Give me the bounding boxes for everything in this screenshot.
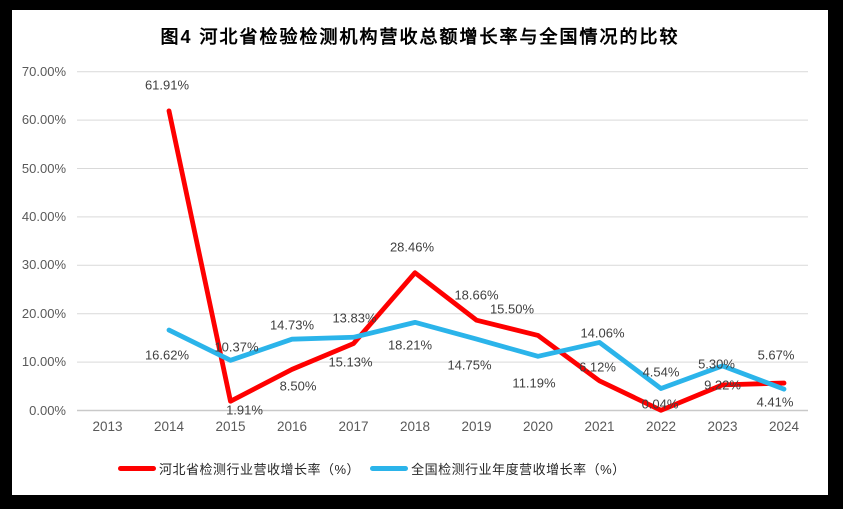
data-label-national-2019: 14.75% (447, 357, 492, 373)
line-chart (77, 71, 808, 413)
y-tick-label: 50.00% (21, 160, 66, 176)
hebei-series-line (166, 108, 787, 413)
x-tick-label: 2013 (92, 419, 123, 434)
y-tick-label: 0.00% (29, 402, 66, 418)
legend-item-national: 全国检测行业年度营收增长率（%） (370, 459, 626, 478)
y-tick-label: 60.00% (21, 112, 66, 128)
national-series-label: 全国检测行业年度营收增长率（%） (411, 462, 626, 477)
data-label-hebei-2018: 28.46% (389, 239, 435, 255)
x-tick-label: 2024 (768, 419, 800, 434)
chart-panel: 图4 河北省检验检测机构营收总额增长率与全国情况的比较 0.00% 10.00% 2… (12, 10, 828, 495)
x-tick-label: 2020 (522, 419, 554, 434)
y-tick-label: 10.00% (21, 354, 66, 370)
national-series-line (166, 319, 787, 392)
y-tick-label: 40.00% (21, 208, 66, 224)
data-label-hebei-2023: 5.30% (698, 356, 735, 372)
national-series-swatch (370, 466, 409, 471)
data-label-national-2014: 16.62% (144, 347, 190, 363)
data-label-national-2017: 15.13% (328, 354, 373, 370)
data-label-hebei-2020: 15.50% (489, 301, 535, 317)
data-label-hebei-2021: 6.12% (579, 359, 616, 375)
x-tick-label: 2014 (153, 419, 185, 434)
data-label-hebei-2019: 18.66% (454, 287, 499, 303)
data-label-national-2015: 10.37% (214, 339, 259, 355)
data-label-national-2018: 18.21% (387, 337, 433, 353)
x-tick-label: 2018 (399, 419, 431, 434)
legend: 河北省检测行业营收增长率（%） 全国检测行业年度营收增长率（%） (118, 459, 626, 478)
x-tick-label: 2022 (645, 419, 677, 434)
data-label-hebei-2024: 5.67% (757, 347, 795, 363)
data-label-national-2022: 4.54% (642, 364, 680, 380)
data-label-hebei-2017: 13.83% (332, 310, 377, 326)
data-label-hebei-2014: 61.91% (144, 77, 190, 93)
chart-title: 图4 河北省检验检测机构营收总额增长率与全国情况的比较 (160, 27, 680, 47)
hebei-series-swatch (118, 466, 156, 471)
y-tick-label: 70.00% (21, 63, 66, 79)
y-tick-label: 20.00% (21, 305, 66, 321)
x-tick-label: 2016 (276, 419, 308, 434)
data-label-hebei-2016: 8.50% (279, 378, 317, 394)
data-label-national-2023: 9.22% (704, 377, 741, 393)
data-label-hebei-2015: 1.91% (226, 402, 263, 418)
x-tick-label: 2019 (461, 419, 492, 434)
data-label-national-2021: 14.06% (580, 325, 625, 341)
x-tick-label: 2023 (707, 419, 738, 434)
x-tick-label: 2021 (584, 419, 615, 434)
data-label-hebei-2022: 0.04% (641, 396, 679, 412)
y-tick-label: 30.00% (21, 257, 66, 273)
data-label-national-2020: 11.19% (512, 375, 556, 391)
legend-item-hebei: 河北省检测行业营收增长率（%） (118, 459, 360, 478)
data-label-national-2016: 14.73% (269, 317, 315, 333)
x-tick-label: 2017 (338, 419, 369, 434)
data-label-national-2024: 4.41% (756, 394, 794, 410)
hebei-series-label: 河北省检测行业营收增长率（%） (159, 462, 361, 477)
x-tick-label: 2015 (215, 419, 246, 434)
